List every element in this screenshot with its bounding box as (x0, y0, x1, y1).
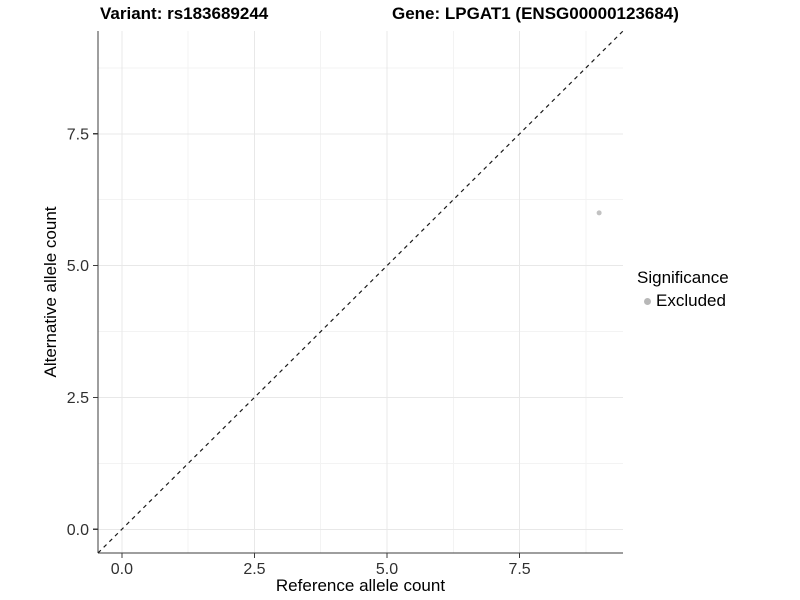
y-tick-label: 7.5 (67, 126, 89, 143)
x-tick-label: 5.0 (376, 561, 398, 578)
y-tick-label: 2.5 (67, 390, 89, 407)
legend-title: Significance (637, 268, 729, 287)
identity-dashed-line (97, 30, 624, 554)
plot-title-gene: Gene: LPGAT1 (ENSG00000123684) (392, 4, 679, 23)
x-tick-label: 2.5 (243, 561, 265, 578)
legend-item: Excluded (637, 291, 729, 311)
data-point (596, 210, 602, 216)
legend: Significance Excluded (637, 268, 729, 311)
x-tick-label: 0.0 (111, 561, 133, 578)
x-axis-label: Reference allele count (275, 576, 446, 595)
plot-title-variant: Variant: rs183689244 (100, 4, 269, 23)
legend-items: Excluded (637, 291, 729, 311)
legend-marker-dot-icon (644, 297, 651, 305)
y-tick-label: 0.0 (67, 522, 89, 539)
x-tick-label: 7.5 (508, 561, 530, 578)
legend-item-label: Excluded (656, 291, 726, 310)
y-tick-label: 5.0 (67, 258, 89, 275)
y-axis-label: Alternative allele count (41, 206, 60, 378)
